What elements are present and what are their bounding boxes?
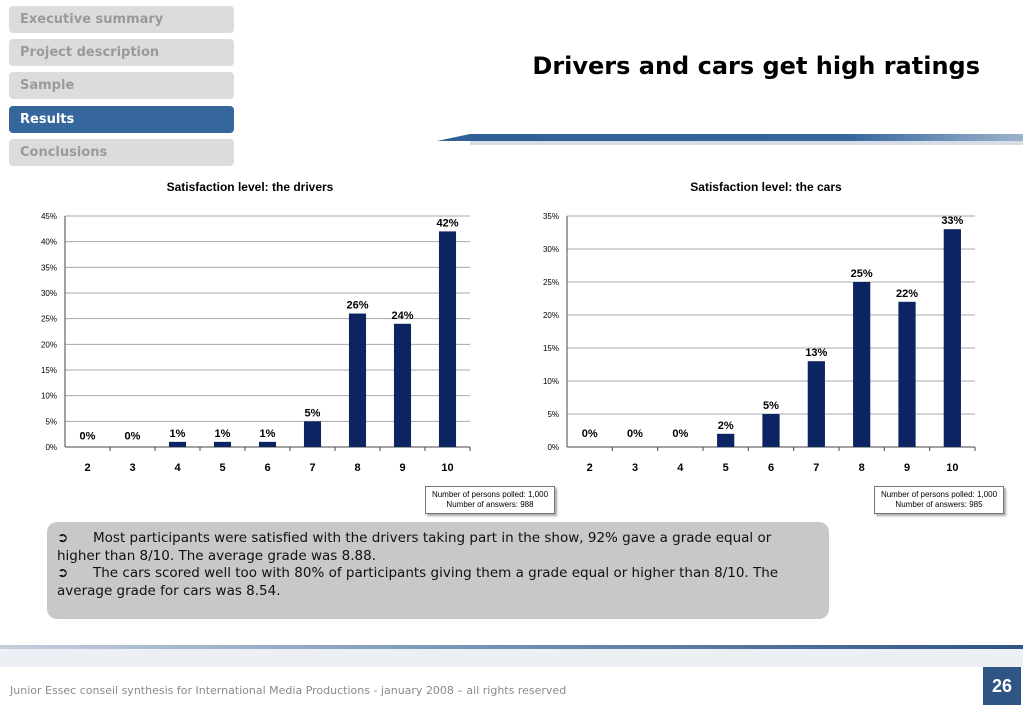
y-tick-label: 15% [41, 366, 57, 375]
data-label: 0% [582, 428, 598, 440]
bar [717, 433, 735, 447]
data-label: 1% [170, 428, 186, 440]
data-label: 2% [718, 420, 734, 432]
data-label: 42% [436, 217, 458, 229]
nav-item-sample[interactable]: Sample [9, 72, 234, 99]
x-tick-label: 5 [723, 462, 729, 474]
nav-item-conclusions[interactable]: Conclusions [9, 139, 234, 166]
drivers-poll-answers: Number of answers: 988 [446, 500, 534, 509]
bar [393, 323, 412, 447]
data-label: 0% [672, 428, 688, 440]
chart-title: Satisfaction level: the cars [690, 180, 842, 194]
cars-chart: Satisfaction level: the cars0%5%10%15%20… [543, 180, 976, 474]
y-tick-label: 30% [543, 245, 559, 254]
footer-copyright: Junior Essec conseil synthesis for Inter… [10, 684, 567, 697]
nav-item-project-description[interactable]: Project description [9, 39, 234, 66]
y-tick-label: 40% [41, 238, 57, 247]
chart-title: Satisfaction level: the drivers [167, 180, 334, 194]
summary-bullet-1: ➲ Most participants were satisfied with t… [57, 530, 815, 565]
drivers-chart: Satisfaction level: the drivers 0% 5% 10% 15… [41, 180, 471, 474]
data-label: 26% [346, 300, 368, 312]
x-tick-label: 7 [309, 462, 315, 474]
bar [213, 441, 232, 447]
x-tick-label: 6 [768, 462, 774, 474]
x-tick-label: 3 [129, 462, 135, 474]
bar [348, 313, 367, 447]
data-label: 0% [80, 430, 96, 442]
y-tick-label: 15% [543, 344, 559, 353]
bar [438, 231, 457, 447]
y-tick-label: 5% [45, 417, 57, 426]
nav-item-executive-summary[interactable]: Executive summary [9, 6, 234, 33]
x-tick-label: 5 [219, 462, 225, 474]
data-label: 5% [305, 407, 321, 419]
bar [168, 441, 187, 447]
arrow-right-icon: ➲ [57, 565, 69, 581]
summary-box: ➲ Most participants were satisfied with t… [47, 522, 829, 619]
bar [762, 414, 780, 447]
data-label: 1% [260, 428, 276, 440]
x-tick-label: 10 [946, 462, 958, 474]
data-label: 0% [627, 428, 643, 440]
cars-poll-persons: Number of persons polled: 1,000 [880, 490, 998, 499]
bar [807, 361, 825, 447]
data-label: 13% [805, 347, 827, 359]
x-tick-label: 4 [677, 462, 684, 474]
bar [898, 301, 916, 447]
data-label: 24% [391, 310, 413, 322]
x-tick-label: 9 [399, 462, 405, 474]
summary-bullet-2-text: The cars scored well too with 80% of par… [57, 565, 779, 599]
y-tick-label: 0% [45, 443, 57, 452]
x-tick-label: 6 [264, 462, 270, 474]
x-tick-label: 2 [587, 462, 593, 474]
slide-title: Drivers and cars get high ratings [532, 52, 980, 80]
data-label: 1% [215, 428, 231, 440]
data-label: 0% [125, 430, 141, 442]
data-label: 25% [851, 268, 873, 280]
x-tick-label: 9 [904, 462, 910, 474]
y-tick-label: 35% [543, 212, 559, 221]
header-band [437, 134, 1023, 141]
y-tick-label: 20% [543, 311, 559, 320]
y-tick-label: 25% [543, 278, 559, 287]
page-number-badge: 26 [983, 667, 1021, 705]
cars-poll-box: Number of persons polled: 1,000 Number o… [874, 486, 1004, 514]
footer-band [0, 645, 1023, 649]
y-tick-label: 0% [547, 443, 559, 452]
footer-strip [0, 649, 1023, 667]
y-tick-label: 30% [41, 289, 57, 298]
x-tick-label: 3 [632, 462, 638, 474]
y-tick-label: 25% [41, 315, 57, 324]
data-label: 5% [763, 400, 779, 412]
x-tick-label: 2 [84, 462, 90, 474]
bar [258, 441, 277, 447]
arrow-right-icon: ➲ [57, 530, 69, 546]
cars-poll-answers: Number of answers: 985 [895, 500, 983, 509]
nav-item-results[interactable]: Results [9, 106, 234, 133]
bar [303, 421, 322, 447]
x-tick-label: 4 [174, 462, 181, 474]
drivers-poll-box: Number of persons polled: 1,000 Number o… [425, 486, 555, 514]
y-tick-label: 45% [41, 212, 57, 221]
bar [943, 229, 961, 447]
data-label: 33% [941, 215, 963, 227]
y-tick-label: 10% [543, 377, 559, 386]
bar [853, 282, 871, 447]
summary-bullet-2: ➲ The cars scored well too with 80% of pa… [57, 565, 815, 600]
y-tick-label: 20% [41, 340, 57, 349]
x-tick-label: 10 [441, 462, 453, 474]
x-tick-label: 8 [859, 462, 865, 474]
x-tick-label: 8 [354, 462, 360, 474]
x-tick-label: 7 [813, 462, 819, 474]
data-label: 22% [896, 288, 918, 300]
y-tick-label: 5% [547, 410, 559, 419]
y-tick-label: 10% [41, 392, 57, 401]
summary-bullet-1-text: Most participants were satisfied with th… [57, 530, 772, 564]
y-tick-label: 35% [41, 263, 57, 272]
drivers-poll-persons: Number of persons polled: 1,000 [431, 490, 549, 499]
header-band-shadow [470, 141, 1023, 145]
